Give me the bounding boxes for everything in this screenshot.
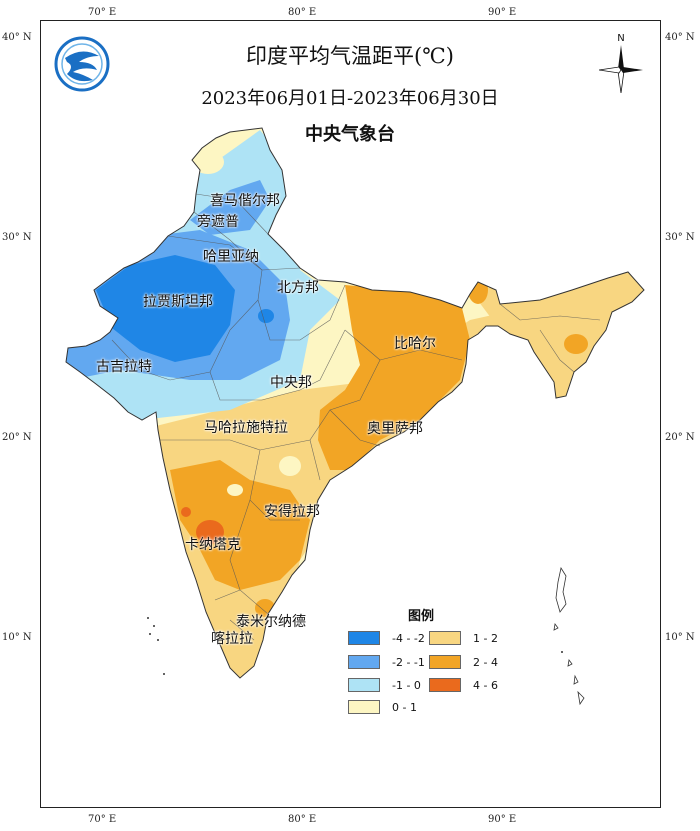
region-label: 马哈拉施特拉 bbox=[204, 420, 288, 436]
region-label: 喀拉拉 bbox=[211, 631, 253, 647]
agency-name: 中央气象台 bbox=[305, 124, 395, 145]
legend-item: 4 - 6 bbox=[429, 677, 498, 693]
legend-label: -4 - -2 bbox=[392, 631, 425, 645]
region-label: 古吉拉特 bbox=[96, 359, 152, 375]
north-arrow: N bbox=[598, 33, 643, 94]
legend-item: 0 - 1 bbox=[348, 699, 417, 715]
region-label: 奥里萨邦 bbox=[367, 421, 423, 437]
tick-bottom-90e: 90° E bbox=[488, 814, 517, 825]
legend-item: -4 - -2 bbox=[348, 630, 425, 646]
legend-swatch bbox=[348, 700, 380, 714]
region-label: 安得拉邦 bbox=[264, 504, 320, 520]
legend-item: -2 - -1 bbox=[348, 654, 425, 670]
north-label: N bbox=[617, 33, 625, 44]
legend-swatch bbox=[429, 631, 461, 645]
region-label: 哈里亚纳 bbox=[203, 249, 259, 265]
tick-top-70e: 70° E bbox=[88, 7, 117, 18]
region-label: 卡纳塔克 bbox=[185, 537, 241, 553]
legend-label: 4 - 6 bbox=[473, 678, 498, 692]
legend-swatch bbox=[348, 655, 380, 669]
legend-swatch bbox=[429, 655, 461, 669]
legend-item: 1 - 2 bbox=[429, 630, 498, 646]
region-label: 拉贾斯坦邦 bbox=[143, 294, 213, 310]
tick-left-20n: 20° N bbox=[2, 432, 32, 443]
tick-right-40n: 40° N bbox=[665, 32, 695, 43]
tick-bottom-80e: 80° E bbox=[288, 814, 317, 825]
region-label: 喜马偕尔邦 bbox=[210, 193, 280, 209]
legend-label: -1 - 0 bbox=[392, 678, 421, 692]
legend-item: -1 - 0 bbox=[348, 677, 421, 693]
region-label: 旁遮普 bbox=[197, 214, 239, 230]
tick-right-30n: 30° N bbox=[665, 232, 695, 243]
legend-label: 1 - 2 bbox=[473, 631, 498, 645]
tick-top-90e: 90° E bbox=[488, 7, 517, 18]
tick-right-20n: 20° N bbox=[665, 432, 695, 443]
legend-label: 2 - 4 bbox=[473, 655, 498, 669]
date-range: 2023年06月01日-2023年06月30日 bbox=[201, 88, 499, 109]
legend-item: 2 - 4 bbox=[429, 654, 498, 670]
region-label: 北方邦 bbox=[277, 280, 319, 296]
region-label: 比哈尔 bbox=[394, 336, 436, 352]
legend-swatch bbox=[348, 678, 380, 692]
map-title: 印度平均气温距平(℃) bbox=[246, 44, 454, 68]
legend-swatch bbox=[348, 631, 380, 645]
tick-left-40n: 40° N bbox=[2, 32, 32, 43]
legend-label: -2 - -1 bbox=[392, 655, 425, 669]
tick-bottom-70e: 70° E bbox=[88, 814, 117, 825]
region-label: 泰米尔纳德 bbox=[236, 614, 306, 630]
legend-title: 图例 bbox=[408, 609, 435, 624]
tick-right-10n: 10° N bbox=[665, 632, 695, 643]
legend-swatch bbox=[429, 678, 461, 692]
tick-left-30n: 30° N bbox=[2, 232, 32, 243]
tick-left-10n: 10° N bbox=[2, 632, 32, 643]
compass-icon bbox=[598, 45, 643, 94]
legend-label: 0 - 1 bbox=[392, 700, 417, 714]
region-label: 中央邦 bbox=[270, 375, 312, 391]
cma-logo bbox=[53, 36, 111, 92]
tick-top-80e: 80° E bbox=[288, 7, 317, 18]
